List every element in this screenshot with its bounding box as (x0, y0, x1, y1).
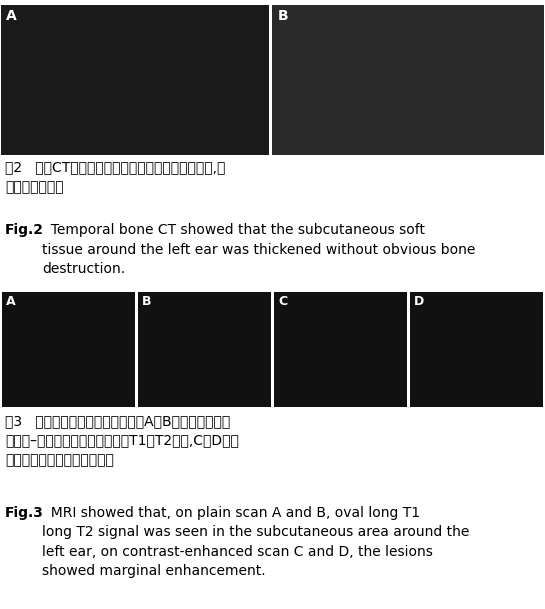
Text: A: A (7, 10, 17, 24)
Text: MRI showed that, on plain scan A and B, oval long T1
long T2 signal was seen in : MRI showed that, on plain scan A and B, … (42, 505, 469, 578)
Text: Fig.2: Fig.2 (5, 223, 44, 237)
Text: C: C (278, 295, 287, 308)
Text: D: D (414, 295, 424, 308)
Text: B: B (277, 10, 288, 24)
Text: Fig.3: Fig.3 (5, 505, 44, 519)
Text: Temporal bone CT showed that the subcutaneous soft
tissue around the left ear wa: Temporal bone CT showed that the subcuta… (42, 223, 475, 276)
Text: 图2   颞骨CT轴位及冠位显示左耳周皮下软组织增厚,无
明显骨质破坏。: 图2 颞骨CT轴位及冠位显示左耳周皮下软组织增厚,无 明显骨质破坏。 (5, 161, 226, 194)
Text: A: A (6, 295, 16, 308)
Text: B: B (142, 295, 152, 308)
Text: 图3   磁共振平扫及增强扫描检查。A、B为平扫见左侧外
耳道口–耳廓区皮下内见椭圆形长T1长T2信号,C、D为增
强扫描见病变呈边缘性强化。: 图3 磁共振平扫及增强扫描检查。A、B为平扫见左侧外 耳道口–耳廓区皮下内见椭圆… (5, 414, 239, 467)
